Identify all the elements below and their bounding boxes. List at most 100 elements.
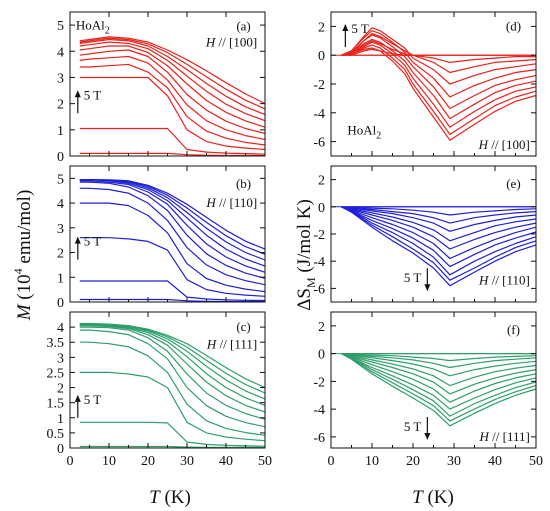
y-tick-label: -6 bbox=[313, 431, 325, 446]
series-line-8 bbox=[341, 206, 537, 276]
field-h: H bbox=[205, 195, 216, 210]
arrow-label: 5 T bbox=[404, 419, 422, 434]
series-line-6 bbox=[341, 353, 537, 403]
series-line-1 bbox=[341, 353, 537, 362]
series-line-1 bbox=[341, 48, 536, 56]
series-line-3 bbox=[341, 353, 537, 377]
series-line-5 bbox=[79, 326, 266, 420]
compound-label: HoAl2 bbox=[347, 122, 381, 141]
series-line-2 bbox=[79, 371, 266, 442]
arrow-down-icon bbox=[424, 284, 431, 292]
series-line-2 bbox=[79, 237, 266, 297]
series-line-9 bbox=[341, 44, 537, 135]
series-line-8 bbox=[79, 38, 266, 116]
y-tick-label: 3 bbox=[57, 71, 64, 86]
y-tick-label: 5 bbox=[57, 172, 64, 187]
series-line-3 bbox=[79, 202, 266, 293]
panel-label: (e) bbox=[506, 176, 520, 191]
x-tick-label: 0 bbox=[328, 454, 335, 469]
y-tick-label: -4 bbox=[313, 403, 325, 418]
panel-e: -6 -4 -2 0 2 (e) H // [110] 5 T bbox=[313, 165, 537, 303]
right-y-axis-label: ΔSM (J/mol K) bbox=[294, 199, 318, 311]
field-direction-label: H // [111] bbox=[479, 429, 530, 444]
x-tick-label: 30 bbox=[180, 454, 194, 469]
series-line-4 bbox=[79, 55, 266, 141]
y-tick-label: 3.5 bbox=[47, 336, 65, 351]
field-h: H bbox=[206, 337, 217, 352]
compound-subscript: 2 bbox=[105, 25, 110, 36]
series-line-5 bbox=[79, 49, 266, 135]
x-tick-label: 10 bbox=[365, 454, 379, 469]
series-line-5 bbox=[341, 353, 537, 395]
compound-base: HoAl bbox=[347, 122, 376, 137]
field-h: H bbox=[478, 272, 489, 287]
series-line-0 bbox=[79, 445, 265, 448]
series-line-2 bbox=[341, 206, 537, 224]
y-tick-label: 4 bbox=[57, 321, 64, 336]
series-line-9 bbox=[79, 323, 266, 394]
panel-b: 0 1 2 3 4 5 (b) H // [110] 5 T bbox=[57, 165, 266, 311]
y-tick-label: 5 bbox=[57, 19, 64, 34]
series-line-2 bbox=[341, 353, 537, 369]
y-tick-label: 1 bbox=[57, 124, 64, 139]
x-tick-label: 50 bbox=[258, 454, 272, 469]
series-line-8 bbox=[79, 179, 266, 261]
y-tick-label: 2 bbox=[57, 98, 64, 113]
series-line-10 bbox=[341, 47, 537, 141]
y-tick-label: 0 bbox=[57, 296, 64, 311]
field-direction-label: H // [110] bbox=[205, 195, 257, 210]
series-line-7 bbox=[79, 41, 266, 122]
series-line-1 bbox=[341, 206, 537, 216]
series-line-4 bbox=[341, 206, 537, 242]
y-tick-label: 4 bbox=[57, 45, 64, 60]
series-line-6 bbox=[79, 45, 266, 128]
y-tick-label: 1.5 bbox=[47, 397, 65, 412]
y-tick-label: 1 bbox=[57, 271, 64, 286]
series-line-6 bbox=[341, 206, 537, 260]
field-direction: // [110] bbox=[216, 195, 257, 210]
series-line-5 bbox=[341, 30, 537, 98]
right-x-axis-label: T (K) bbox=[412, 487, 454, 508]
y-tick-label: 3 bbox=[57, 351, 64, 366]
y-tick-label: 1 bbox=[57, 412, 64, 427]
series-line-3 bbox=[79, 341, 266, 436]
arrow-label: 5 T bbox=[84, 392, 102, 407]
x-tick-label: 10 bbox=[102, 454, 116, 469]
compound-label: HoAl2 bbox=[76, 17, 110, 36]
y-tick-label: 0 bbox=[57, 150, 64, 165]
arrow-up-icon bbox=[342, 24, 349, 32]
series-line-6 bbox=[341, 34, 537, 110]
arrow-up-icon bbox=[74, 236, 81, 244]
y-tick-label: -2 bbox=[313, 375, 325, 390]
field-direction: // [111] bbox=[216, 337, 257, 352]
series-line-10 bbox=[341, 353, 537, 427]
arrow-label: 5 T bbox=[351, 21, 369, 36]
field-direction: // [100] bbox=[488, 137, 530, 152]
y-tick-label: 0 bbox=[318, 49, 325, 64]
series-line-2 bbox=[341, 40, 536, 64]
field-arrow: 5 T bbox=[74, 87, 101, 114]
series-line-6 bbox=[79, 325, 266, 413]
series-line-3 bbox=[341, 32, 537, 74]
arrow-label: 5 T bbox=[84, 234, 102, 249]
panel-label: (b) bbox=[236, 176, 251, 191]
series-line-8 bbox=[341, 41, 537, 128]
series-line-5 bbox=[79, 181, 266, 279]
y-tick-label: 2 bbox=[318, 174, 325, 189]
series-line-5 bbox=[341, 206, 537, 250]
field-direction-label: H // [111] bbox=[206, 337, 257, 352]
series-line-4 bbox=[341, 27, 537, 85]
field-h: H bbox=[479, 429, 490, 444]
x-tick-label: 20 bbox=[141, 454, 155, 469]
series-line-3 bbox=[341, 206, 537, 232]
x-tick-label: 40 bbox=[488, 454, 502, 469]
left-y-axis-label: M (104 emu/mol) bbox=[11, 190, 35, 322]
series-line-1 bbox=[79, 421, 266, 447]
series-line-10 bbox=[341, 206, 537, 287]
y-tick-label: -6 bbox=[313, 282, 325, 297]
field-arrow: 5 T bbox=[404, 268, 431, 292]
field-direction: // [100] bbox=[215, 35, 257, 50]
